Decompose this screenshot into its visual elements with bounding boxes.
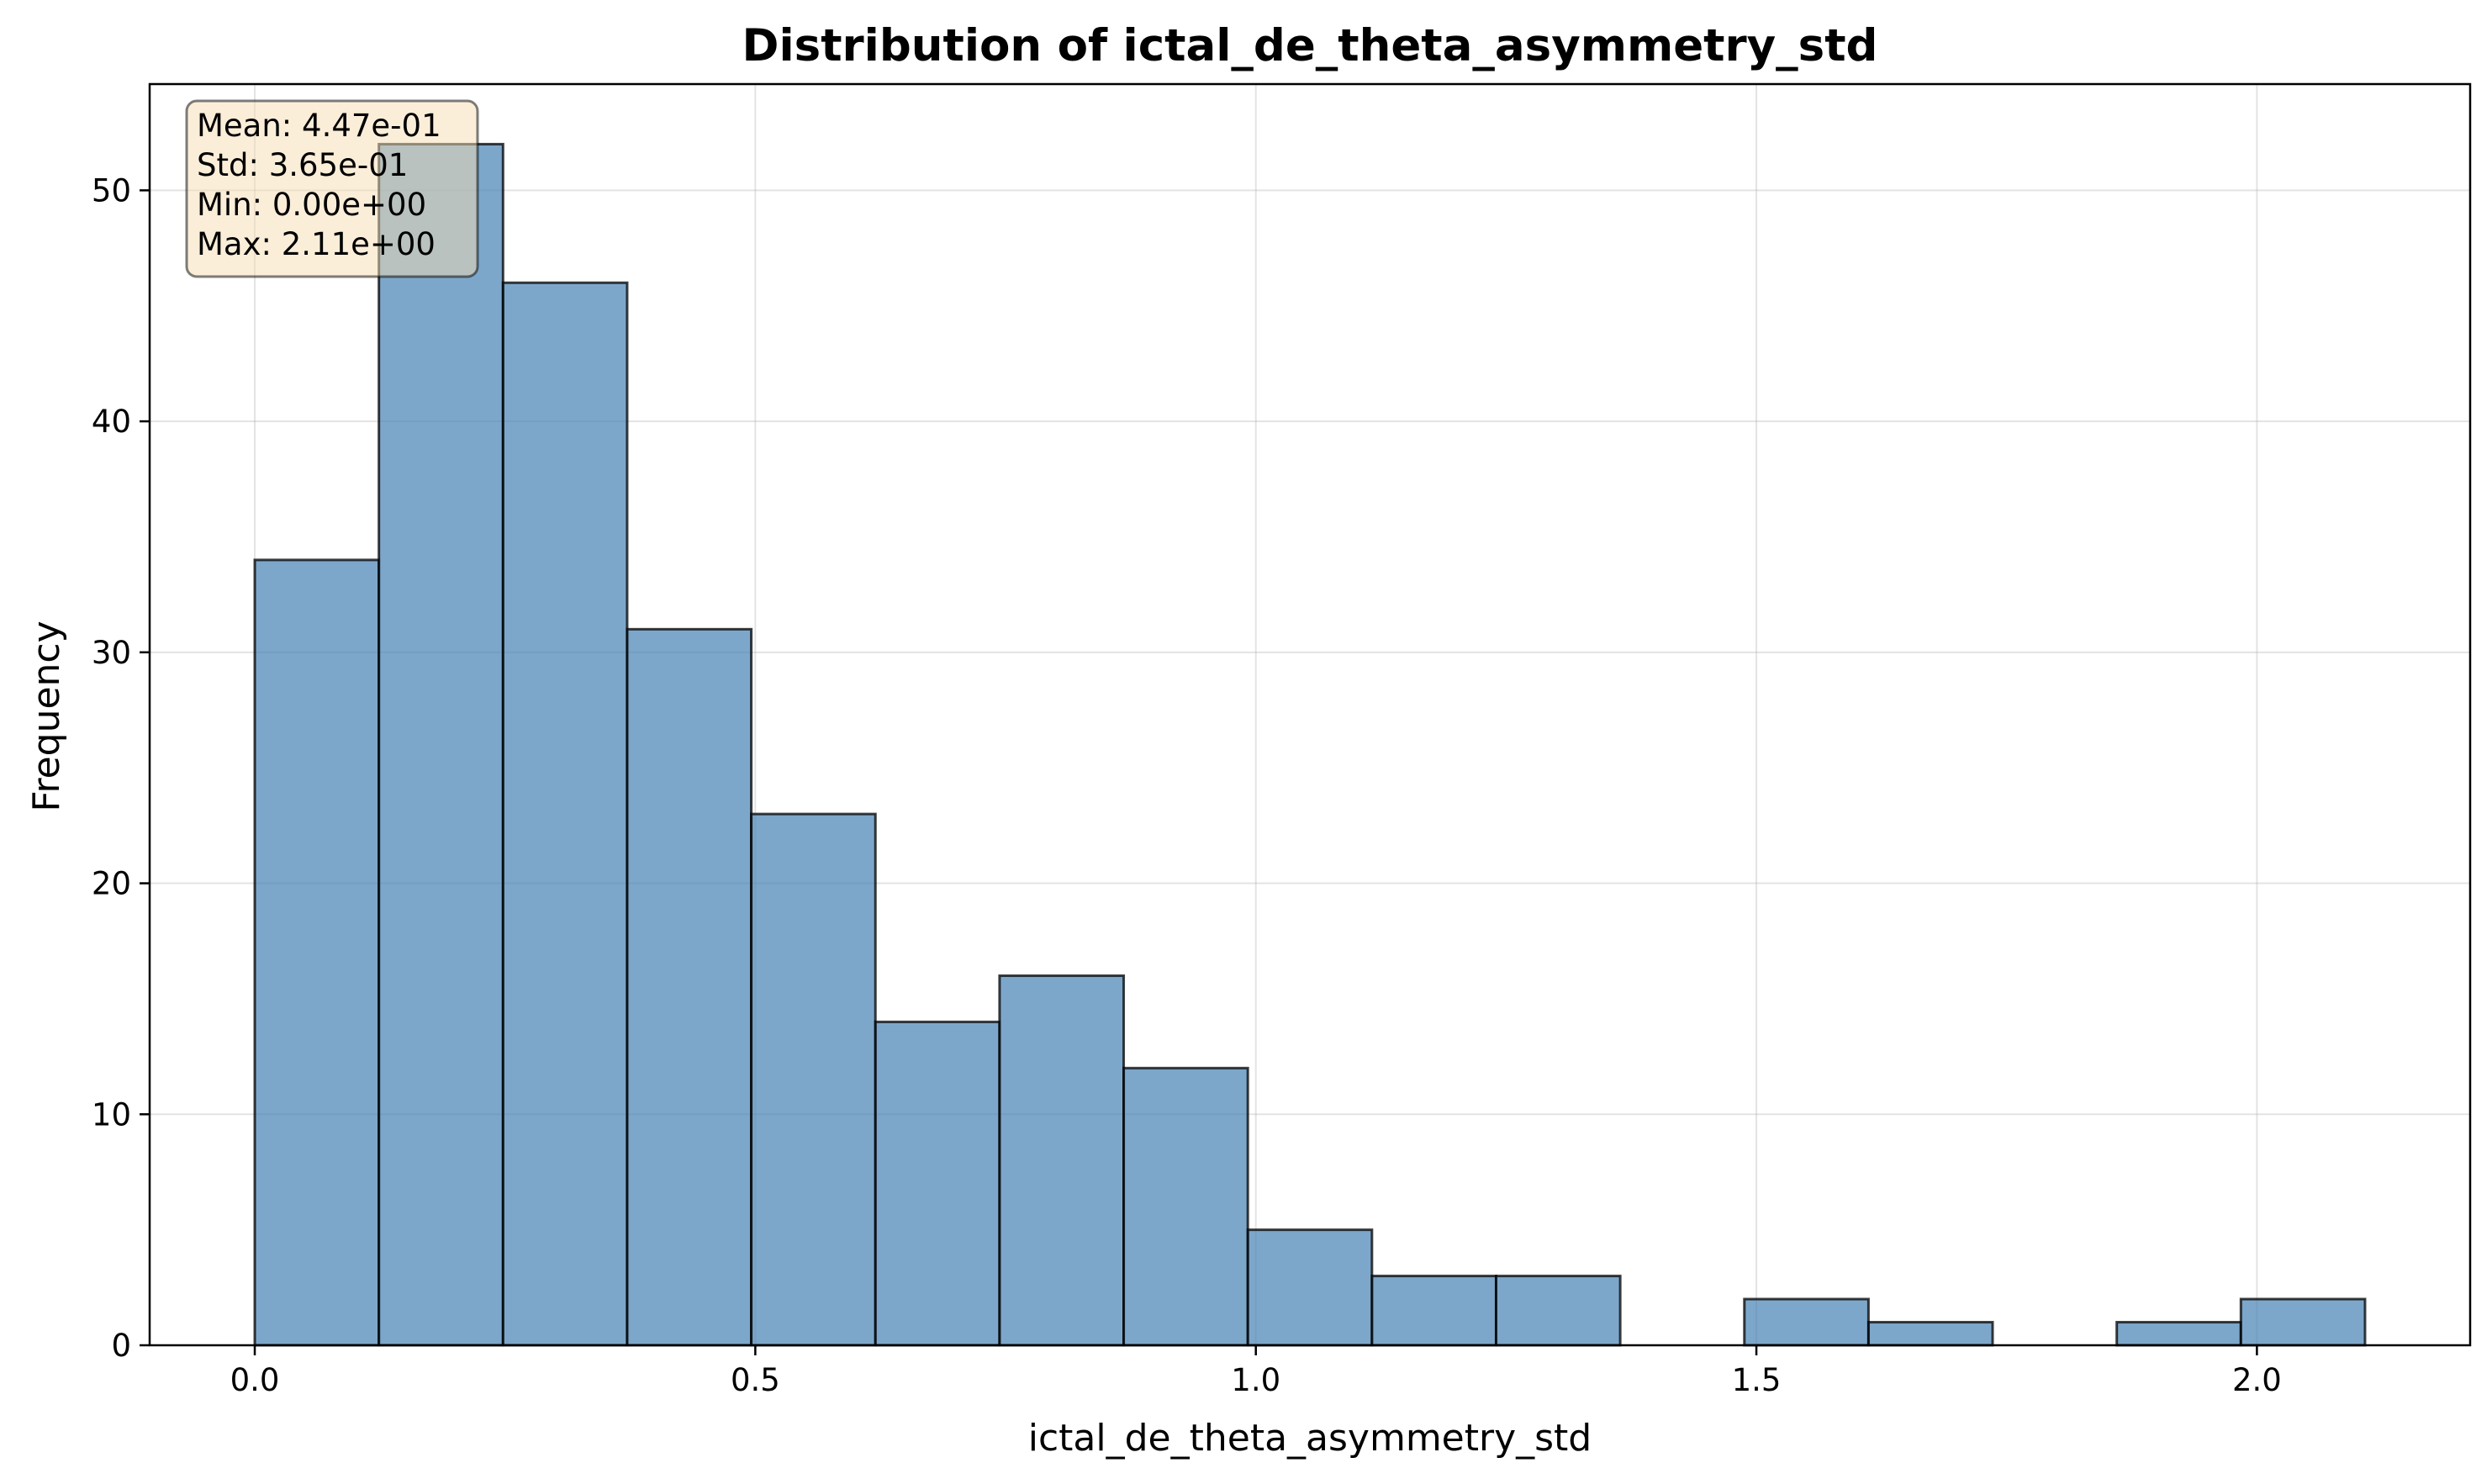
y-tick-label: 40 — [92, 404, 131, 440]
y-tick-label: 50 — [92, 172, 131, 209]
x-tick-label: 0.0 — [230, 1362, 280, 1398]
histogram-bar — [501, 281, 629, 1347]
histogram-bar — [2239, 1297, 2367, 1347]
histogram-bar — [1866, 1321, 1994, 1347]
plot-frame — [148, 82, 2472, 1347]
stats-line: Mean: 4.47e-01 — [197, 108, 441, 144]
histogram-bar — [1370, 1275, 1497, 1347]
histogram-bar — [1743, 1297, 1870, 1347]
y-tick-label: 0 — [111, 1328, 131, 1364]
x-tick-label: 1.5 — [1732, 1362, 1782, 1398]
y-tick-label: 30 — [92, 635, 131, 671]
histogram-bar — [874, 1020, 1001, 1347]
histogram-bar — [626, 627, 753, 1347]
histogram-bar — [377, 142, 504, 1347]
x-tick-label: 0.5 — [731, 1362, 780, 1398]
axes-ticks: 0.0 0.5 1.0 1.5 2.0 0 10 20 30 40 50 — [92, 172, 2282, 1398]
x-tick-label: 1.0 — [1231, 1362, 1280, 1398]
stats-line: Std: 3.65e-01 — [197, 147, 408, 183]
histogram-bar — [1122, 1066, 1249, 1347]
histogram-bar — [750, 812, 877, 1347]
histogram-bar — [253, 558, 381, 1347]
x-axis-label: ictal_de_theta_asymmetry_std — [1028, 1417, 1592, 1460]
stats-box — [185, 99, 479, 278]
histogram-bar — [1246, 1228, 1374, 1347]
histogram-bar — [998, 974, 1126, 1347]
stats-line: Min: 0.00e+00 — [197, 187, 426, 223]
stats-line: Max: 2.11e+00 — [197, 226, 436, 262]
y-tick-label: 10 — [92, 1096, 131, 1133]
histogram-bar — [2115, 1321, 2242, 1347]
y-tick-label: 20 — [92, 866, 131, 902]
bars — [253, 142, 2367, 1347]
chart-title: Distribution of ictal_de_theta_asymmetry… — [742, 20, 1878, 71]
histogram-bar — [1494, 1275, 1622, 1347]
x-tick-label: 2.0 — [2232, 1362, 2282, 1398]
y-axis-label: Frequency — [25, 621, 68, 811]
